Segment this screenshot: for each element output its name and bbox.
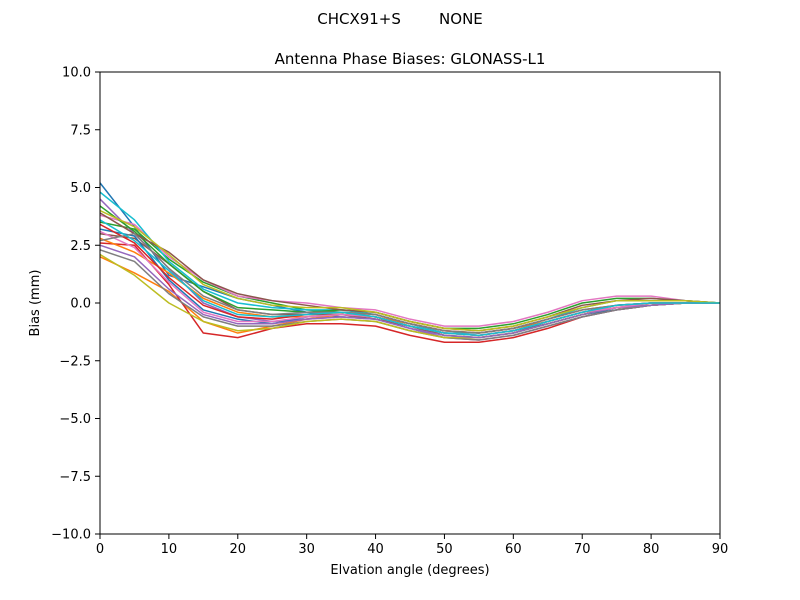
x-tick-label: 70 — [574, 542, 591, 557]
y-tick-label: 2.5 — [70, 239, 91, 254]
x-tick-label: 30 — [298, 542, 315, 557]
series-line — [100, 209, 720, 332]
y-axis: 10.0 7.5 5.0 2.5 0.0 −2.5 −5.0 −7.5 −10.0 — [51, 66, 100, 543]
chart-title: Antenna Phase Biases: GLONASS-L1 — [275, 50, 546, 68]
x-tick-label: 20 — [230, 542, 247, 557]
figure-suptitle: CHCX91+S NONE — [317, 10, 483, 28]
x-axis-label: Elvation angle (degrees) — [330, 563, 489, 578]
y-tick-label: 5.0 — [70, 181, 91, 196]
y-tick-label: −5.0 — [59, 412, 91, 427]
x-tick-label: 40 — [367, 542, 384, 557]
y-tick-label: 0.0 — [70, 297, 91, 312]
y-axis-label: Bias (mm) — [28, 270, 43, 337]
y-tick-label: −7.5 — [59, 470, 91, 485]
x-tick-label: 50 — [436, 542, 453, 557]
y-tick-label: 7.5 — [70, 123, 91, 138]
y-tick-label: 10.0 — [62, 66, 91, 81]
x-tick-label: 60 — [505, 542, 522, 557]
x-tick-label: 90 — [712, 542, 729, 557]
y-tick-label: −10.0 — [51, 528, 91, 543]
x-axis: 0 10 20 30 40 50 60 70 80 90 — [96, 534, 728, 557]
x-tick-label: 10 — [161, 542, 178, 557]
y-tick-label: −2.5 — [59, 354, 91, 369]
x-tick-label: 0 — [96, 542, 104, 557]
x-tick-label: 80 — [643, 542, 660, 557]
series-line — [100, 219, 720, 337]
series-layer — [100, 182, 720, 344]
